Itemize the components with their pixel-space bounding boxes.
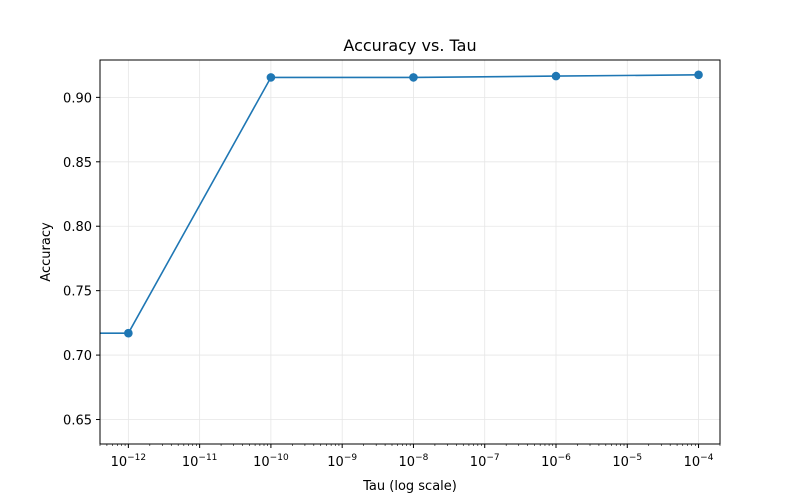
x-tick-label: 10−6 (541, 453, 571, 470)
y-tick-label: 0.85 (63, 156, 92, 171)
x-tick-label: 10−12 (111, 453, 147, 470)
x-tick-label: 10−10 (253, 453, 289, 470)
data-point (266, 73, 276, 82)
chart-title: Accuracy vs. Tau (343, 36, 476, 55)
y-tick-label: 0.90 (63, 91, 92, 106)
x-axis-label: Tau (log scale) (362, 479, 457, 494)
y-tick-label: 0.70 (63, 349, 92, 364)
x-tick-label: 10−11 (182, 453, 218, 470)
y-tick-label: 0.75 (63, 285, 92, 300)
data-point (409, 73, 418, 82)
ticks-layer: 10−12 10−11 10−10 10−9 10−8 10−7 10−6 10−5 10−4 0… (63, 91, 721, 470)
x-tick-label: 10−9 (327, 453, 357, 470)
y-axis-label: Accuracy (39, 222, 54, 282)
series-layer (100, 70, 703, 338)
data-point (694, 70, 703, 80)
y-tick-label: 0.65 (63, 414, 92, 429)
x-tick-label: 10−5 (612, 453, 642, 470)
data-point (124, 328, 133, 338)
y-tick-label: 0.80 (63, 220, 92, 235)
x-tick-label: 10−8 (399, 453, 429, 470)
grid-layer (100, 60, 720, 444)
data-point (551, 71, 561, 81)
x-tick-label: 10−7 (470, 453, 500, 470)
x-tick-label: 10−4 (684, 453, 714, 470)
series-line (100, 74, 699, 334)
